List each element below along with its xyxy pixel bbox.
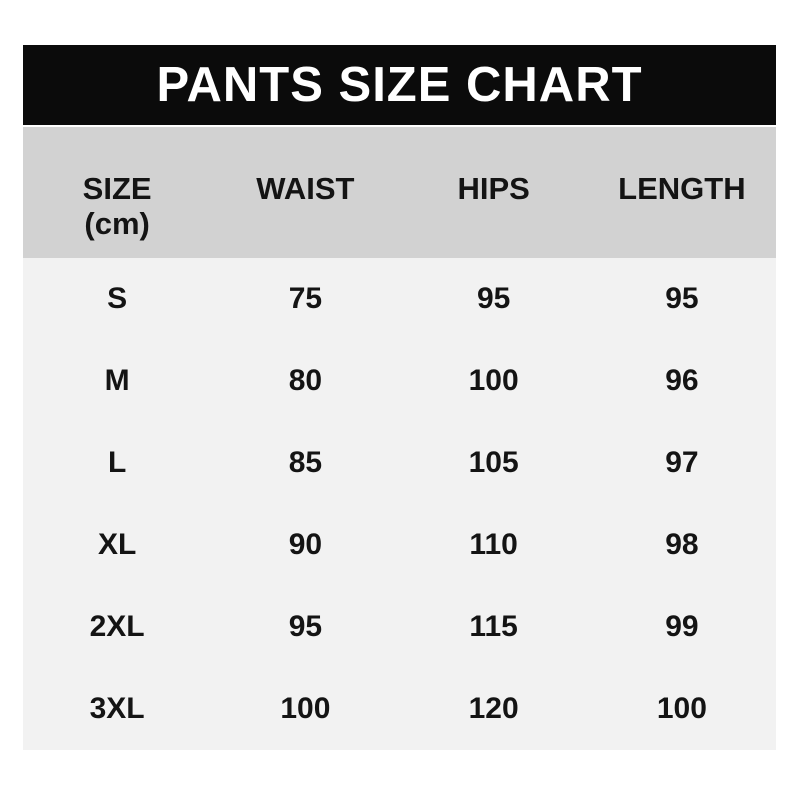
table-row: 2XL 95 115 99 [23, 586, 776, 668]
header-hips-label: HIPS [457, 171, 530, 206]
cell-size: XL [97, 528, 137, 561]
table-row: L 85 105 97 [23, 422, 776, 504]
cell-hips: 105 [468, 446, 519, 479]
header-size-label: SIZE [82, 171, 152, 206]
cell-hips: 100 [468, 364, 519, 397]
header-hips: HIPS [400, 127, 588, 258]
cell-length: 95 [665, 282, 699, 315]
header-size-unit: (cm) [84, 206, 150, 241]
cell-waist: 80 [288, 364, 323, 397]
chart-title-bar: PANTS SIZE CHART [23, 45, 776, 125]
cell-size: L [107, 446, 127, 479]
header-waist-label: WAIST [256, 171, 355, 206]
cell-size: 2XL [89, 610, 145, 643]
cell-hips: 120 [468, 692, 519, 725]
cell-length: 98 [665, 528, 699, 561]
chart-title: PANTS SIZE CHART [156, 58, 643, 112]
table-body: S 75 95 95 M 80 100 96 L 85 105 97 XL 90… [23, 258, 776, 750]
cell-length: 99 [665, 610, 699, 643]
header-size: SIZE (cm) [23, 127, 211, 258]
header-waist: WAIST [211, 127, 399, 258]
table-row: M 80 100 96 [23, 340, 776, 422]
cell-size: M [104, 364, 130, 397]
cell-waist: 90 [288, 528, 323, 561]
table-row: S 75 95 95 [23, 258, 776, 340]
cell-hips: 95 [476, 282, 511, 315]
cell-waist: 95 [288, 610, 323, 643]
cell-length: 97 [665, 446, 699, 479]
cell-size: S [107, 282, 128, 315]
cell-waist: 75 [288, 282, 323, 315]
table-header-row: SIZE (cm) WAIST HIPS LENGTH [23, 127, 776, 258]
header-length: LENGTH [588, 127, 776, 258]
header-length-label: LENGTH [618, 171, 746, 206]
size-chart: PANTS SIZE CHART SIZE (cm) WAIST HIPS LE… [23, 45, 776, 750]
cell-length: 100 [656, 692, 707, 725]
cell-hips: 110 [469, 528, 518, 561]
table-row: XL 90 110 98 [23, 504, 776, 586]
cell-length: 96 [665, 364, 699, 397]
cell-hips: 115 [469, 610, 518, 643]
table-row: 3XL 100 120 100 [23, 668, 776, 750]
cell-waist: 100 [280, 692, 331, 725]
cell-size: 3XL [89, 692, 145, 725]
cell-waist: 85 [288, 446, 323, 479]
